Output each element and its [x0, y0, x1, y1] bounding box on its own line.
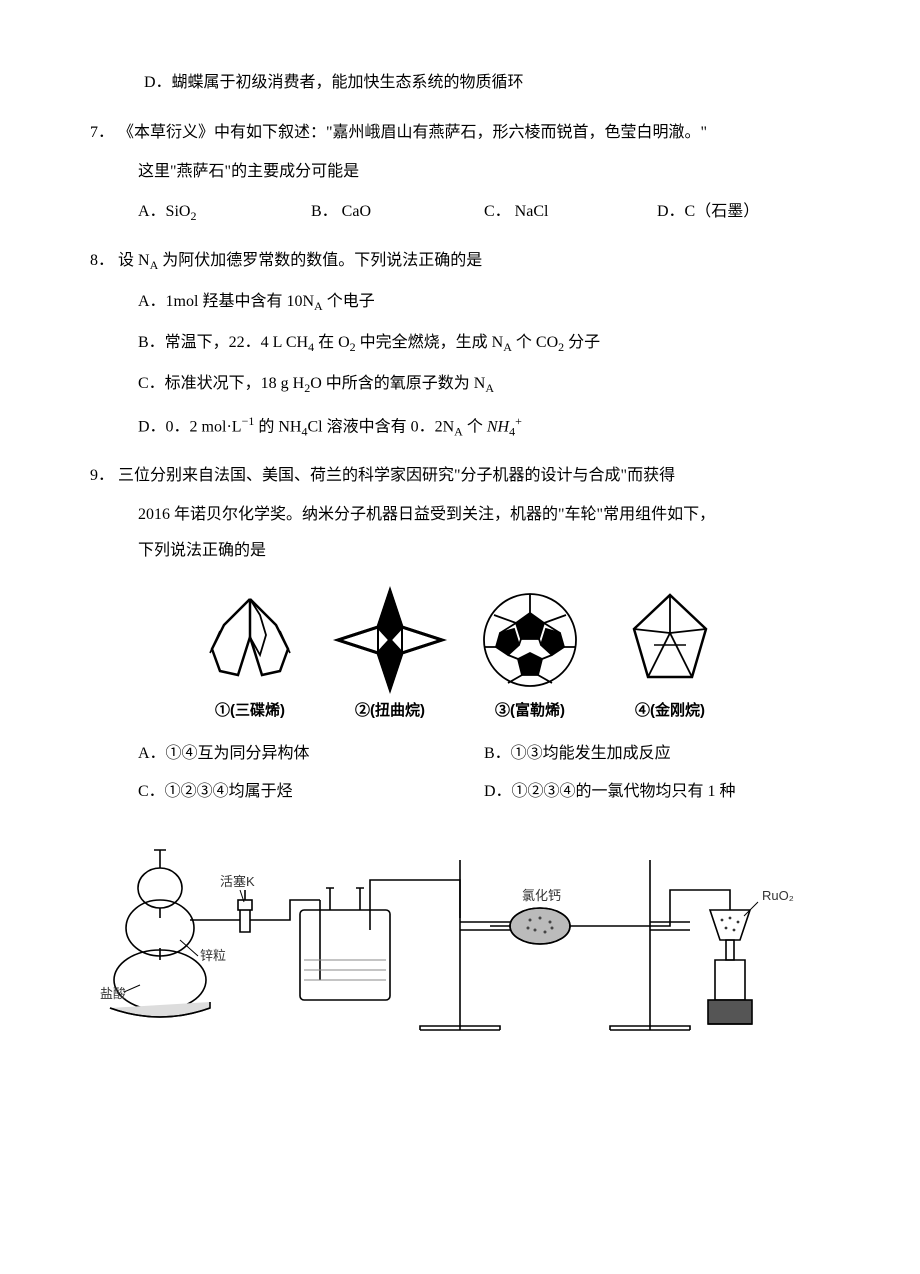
apparatus-icon: 盐酸 活塞K 锌粒 氯化钙 RuO₂ — [90, 830, 830, 1060]
q8: 8． 设 NA 为阿伏加德罗常数的数值。下列说法正确的是 — [90, 246, 830, 277]
label-cacl2: 氯化钙 — [522, 888, 561, 903]
q9-stem-line1: 三位分别来自法国、美国、荷兰的科学家因研究"分子机器的设计与合成"而获得 — [118, 467, 675, 484]
q9-option-b: B．①③均能发生加成反应 — [484, 739, 830, 769]
q8-option-a: A．1mol 羟基中含有 10NA 个电子 — [90, 287, 830, 318]
wheel-2-twistane: ②(扭曲烷) — [330, 585, 450, 726]
q7: 7． 《本草衍义》中有如下叙述："嘉州峨眉山有燕萨石，形六棱而锐首，色莹白明澈。… — [90, 118, 830, 148]
wheel-4-label: ④(金刚烷) — [635, 697, 705, 726]
wheel-1-label: ①(三碟烯) — [215, 697, 285, 726]
q7-option-b: B． CaO — [311, 197, 484, 228]
q7-options: A．SiO2 B． CaO C． NaCl D．C（石墨） — [90, 197, 830, 228]
q6-option-d-text: D．蝴蝶属于初级消费者，能加快生态系统的物质循环 — [144, 74, 524, 91]
label-ruo2: RuO₂ — [762, 888, 794, 903]
q9-options-row1: A．①④互为同分异构体 B．①③均能发生加成反应 — [90, 739, 830, 769]
wheel-4-adamantane: ④(金刚烷) — [610, 585, 730, 726]
label-hcl: 盐酸 — [100, 986, 126, 1001]
q9-number: 9． — [90, 467, 114, 484]
label-zn: 锌粒 — [200, 948, 226, 963]
q7-option-a: A．SiO2 — [138, 197, 311, 228]
q8-option-c: C．标准状况下，18 g H2O 中所含的氧原子数为 NA — [90, 369, 830, 400]
adamantane-icon — [610, 585, 730, 695]
twistane-icon — [330, 585, 450, 695]
q9-options-row2: C．①②③④均属于烃 D．①②③④的一氯代物均只有 1 种 — [90, 777, 830, 807]
q9: 9． 三位分别来自法国、美国、荷兰的科学家因研究"分子机器的设计与合成"而获得 — [90, 461, 830, 491]
fullerene-icon — [470, 585, 590, 695]
q7-number: 7． — [90, 124, 114, 141]
q8-number: 8． — [90, 252, 114, 269]
wheel-3-fullerene: ③(富勒烯) — [470, 585, 590, 726]
label-valve: 活塞K — [220, 874, 255, 889]
q8-option-d: D．0．2 mol·L−1 的 NH4Cl 溶液中含有 0．2NA 个 NH4+ — [90, 410, 830, 443]
q8-stem: 设 NA 为阿伏加德罗常数的数值。下列说法正确的是 — [118, 252, 482, 269]
q7-stem-line2: 这里"燕萨石"的主要成分可能是 — [90, 157, 830, 187]
q9-option-a: A．①④互为同分异构体 — [138, 739, 484, 769]
q7-option-d: D．C（石墨） — [657, 197, 830, 228]
wheel-3-label: ③(富勒烯) — [495, 697, 565, 726]
q6-option-d: D．蝴蝶属于初级消费者，能加快生态系统的物质循环 — [90, 68, 830, 98]
apparatus-figure: 盐酸 活塞K 锌粒 氯化钙 RuO₂ — [90, 830, 830, 1060]
q7-option-c: C． NaCl — [484, 197, 657, 228]
q9-wheels-figure: ①(三碟烯) ②(扭曲烷) — [90, 585, 830, 726]
q8-option-b: B．常温下，22．4 L CH4 在 O2 中完全燃烧，生成 NA 个 CO2 … — [90, 328, 830, 359]
wheel-2-label: ②(扭曲烷) — [355, 697, 425, 726]
q9-option-c: C．①②③④均属于烃 — [138, 777, 484, 807]
triptycene-icon — [190, 585, 310, 695]
q9-stem-line2: 2016 年诺贝尔化学奖。纳米分子机器日益受到关注，机器的"车轮"常用组件如下， — [90, 500, 830, 530]
wheel-1-triptycene: ①(三碟烯) — [190, 585, 310, 726]
q7-stem-line1: 《本草衍义》中有如下叙述："嘉州峨眉山有燕萨石，形六棱而锐首，色莹白明澈。" — [118, 124, 707, 141]
q9-option-d: D．①②③④的一氯代物均只有 1 种 — [484, 777, 830, 807]
q9-stem-line3: 下列说法正确的是 — [90, 536, 830, 566]
